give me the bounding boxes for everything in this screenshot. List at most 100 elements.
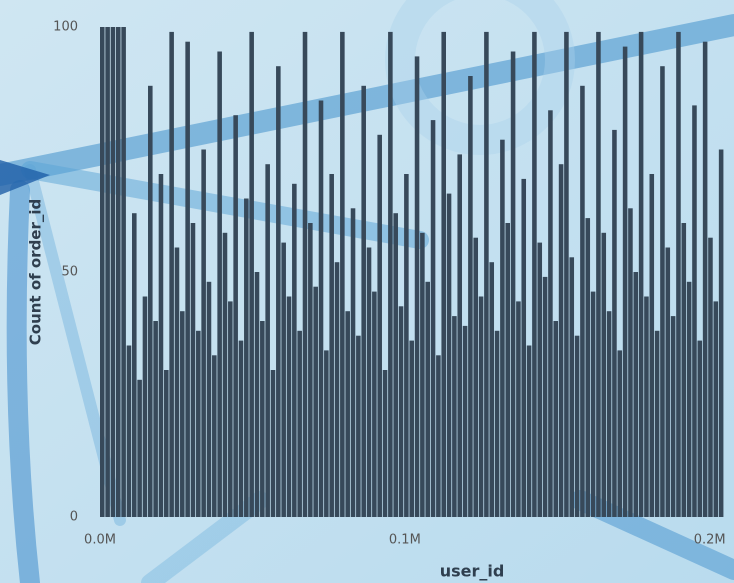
bar	[244, 198, 249, 517]
bar	[334, 262, 340, 517]
bar	[457, 154, 463, 517]
bar	[564, 31, 569, 518]
bar	[542, 276, 548, 517]
bar	[105, 27, 110, 517]
bar	[116, 27, 121, 517]
bar	[318, 100, 324, 517]
bar	[206, 281, 212, 517]
bar	[254, 272, 260, 517]
bar	[132, 213, 137, 517]
bar	[553, 321, 559, 517]
bar	[372, 291, 377, 517]
bar	[201, 149, 206, 517]
bar	[681, 223, 687, 517]
bar	[142, 296, 148, 517]
bar	[692, 105, 697, 518]
y-axis-title: Count of order_id	[27, 199, 45, 346]
bar	[510, 51, 516, 517]
bar	[148, 85, 153, 518]
bar	[196, 330, 201, 517]
bar	[532, 31, 537, 518]
bar	[670, 316, 676, 517]
bar	[585, 218, 591, 517]
bar	[462, 325, 468, 517]
bar	[340, 31, 345, 518]
bar	[574, 335, 580, 517]
bar	[590, 291, 596, 517]
bar	[238, 340, 244, 517]
bar	[596, 31, 601, 518]
bar	[446, 193, 452, 517]
bar	[489, 262, 495, 517]
bar	[505, 223, 511, 517]
bar	[420, 232, 425, 518]
bar	[617, 350, 623, 517]
bar	[308, 223, 313, 517]
bar	[228, 301, 233, 517]
bar	[249, 31, 254, 518]
bar	[548, 110, 553, 518]
bar	[516, 301, 521, 517]
bar	[382, 370, 388, 517]
bar	[286, 296, 292, 517]
bar	[404, 174, 409, 517]
bar	[329, 174, 334, 517]
bar	[366, 247, 372, 517]
bar	[686, 281, 692, 517]
bar	[100, 27, 105, 517]
bar	[526, 345, 532, 517]
bar	[313, 286, 318, 517]
bar	[409, 340, 414, 517]
bar	[436, 355, 441, 517]
bar	[292, 183, 297, 518]
x-tick-label: 0.1M	[389, 533, 421, 548]
bar	[628, 208, 633, 518]
x-tick-label: 0.2M	[694, 533, 726, 548]
bar	[222, 232, 228, 518]
y-tick-label: 100	[53, 20, 78, 35]
bar	[297, 330, 302, 517]
bar	[110, 27, 116, 517]
bar	[260, 321, 265, 517]
bar	[633, 272, 639, 517]
bar	[158, 174, 164, 517]
bar	[606, 311, 612, 517]
bar	[569, 257, 575, 517]
bar	[356, 335, 361, 517]
bar	[665, 247, 671, 517]
bar	[388, 31, 393, 518]
bar	[558, 164, 564, 517]
bar	[638, 31, 644, 518]
bar	[377, 134, 382, 518]
bar	[718, 149, 724, 517]
bar	[302, 31, 308, 518]
bar	[713, 301, 719, 517]
bar	[345, 311, 350, 517]
bar	[174, 247, 180, 517]
bar	[169, 31, 174, 518]
bar	[484, 31, 489, 518]
bar	[500, 139, 505, 517]
bar	[601, 232, 607, 518]
bar	[644, 296, 649, 517]
bar	[276, 66, 281, 517]
bar	[393, 213, 398, 517]
y-tick-label: 0	[70, 510, 78, 525]
bar	[324, 350, 329, 517]
bar	[676, 31, 681, 518]
bar	[468, 76, 473, 517]
bar	[217, 51, 222, 517]
bar	[452, 316, 457, 517]
bar	[270, 370, 276, 517]
bar	[622, 46, 628, 517]
bar	[414, 56, 420, 518]
bar	[185, 41, 190, 517]
bar	[281, 242, 286, 517]
bar	[660, 66, 665, 517]
bar	[126, 345, 132, 517]
bar	[478, 296, 484, 517]
bar	[350, 208, 356, 518]
bar	[265, 164, 270, 517]
bar	[153, 321, 158, 517]
